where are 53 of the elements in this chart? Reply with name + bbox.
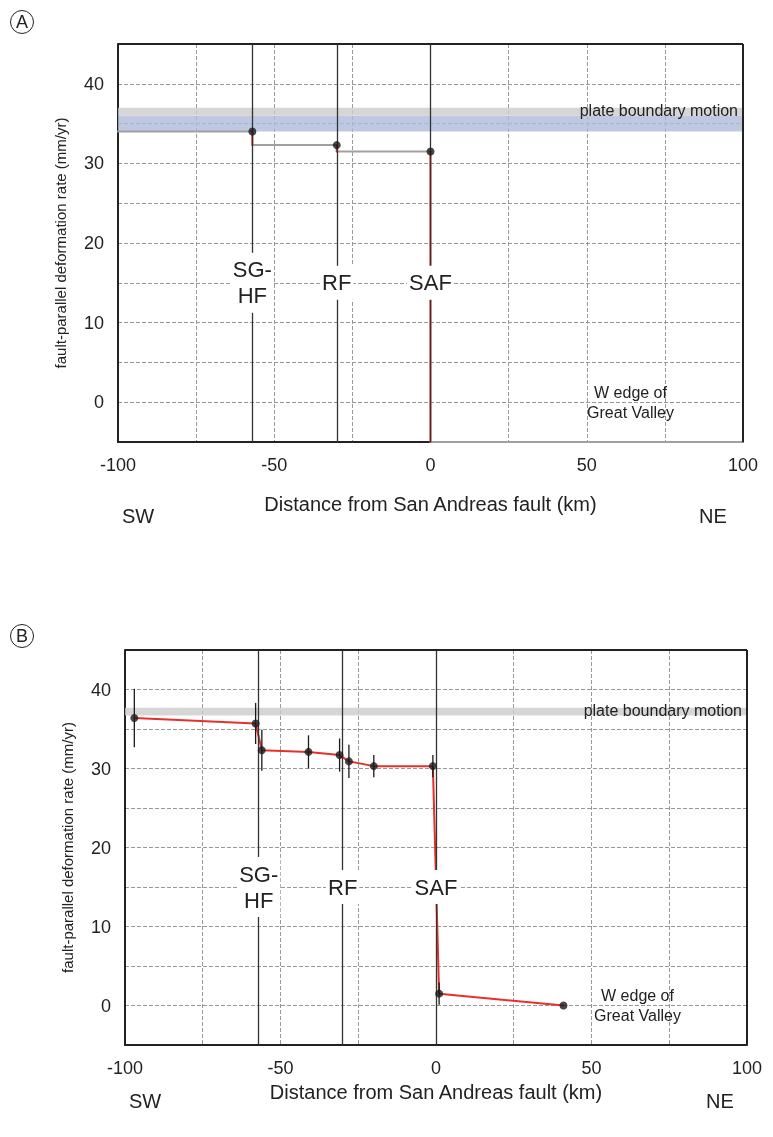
ref-line-label: SG- HF	[232, 257, 272, 309]
text: NE	[699, 505, 727, 527]
y-tick-label: 30	[90, 758, 111, 779]
point	[559, 1001, 568, 1010]
x-tick-label: -50	[261, 455, 288, 475]
ref-line-label: SAF	[414, 874, 458, 900]
x-axis-title: Distance from San Andreas fault (km)	[269, 1080, 603, 1103]
point	[332, 141, 341, 150]
text: SW	[128, 1090, 162, 1112]
x-tick-label: -50	[267, 1058, 294, 1078]
y-tick-label: 40	[83, 73, 104, 94]
point	[257, 746, 266, 755]
point	[435, 989, 444, 998]
chart-title: B	[16, 626, 29, 646]
y-axis-title: fault-parallel deformation rate (mm/yr)	[52, 117, 69, 369]
y-tick-label: 20	[83, 233, 104, 253]
ref-line-label: RF	[322, 270, 352, 296]
y-tick-label: 40	[90, 679, 111, 700]
x-tick-label: 50	[576, 455, 597, 475]
point	[344, 757, 353, 766]
point	[428, 762, 437, 771]
point	[248, 127, 257, 136]
point	[304, 747, 313, 756]
point	[369, 762, 378, 771]
ref-line-label: SAF	[409, 270, 452, 296]
point	[251, 719, 260, 728]
x-tick-label: 100	[731, 1058, 763, 1078]
x-tick-label: 50	[581, 1058, 602, 1078]
x-tick-label: 100	[727, 455, 759, 475]
text: SW	[121, 505, 155, 527]
band-label: plate boundary motion	[583, 702, 742, 720]
annotation: W edge of Great Valley	[594, 986, 681, 1024]
y-axis-title: fault-parallel deformation rate (mm/yr)	[59, 722, 76, 973]
y-tick-label: 0	[93, 392, 104, 413]
x-tick-label: -100	[106, 1058, 144, 1078]
chart-title: A	[16, 12, 29, 32]
annotation: W edge of Great Valley	[587, 383, 674, 421]
x-tick-label: -100	[99, 455, 137, 475]
x-tick-label: 0	[425, 455, 436, 475]
y-tick-label: 0	[100, 995, 111, 1016]
point	[335, 751, 344, 760]
y-tick-label: 10	[83, 312, 104, 333]
x-axis-title: Distance from San Andreas fault (km)	[264, 493, 597, 515]
y-tick-label: 20	[90, 837, 111, 858]
y-tick-label: 10	[90, 916, 111, 937]
band-label: plate boundary motion	[579, 102, 738, 120]
text: NE	[706, 1090, 734, 1112]
y-tick-label: 30	[83, 153, 104, 174]
point	[130, 713, 139, 722]
x-tick-label: 0	[430, 1058, 441, 1078]
point	[426, 147, 435, 156]
ref-line-label: RF	[328, 874, 358, 900]
ref-line-label: SG- HF	[239, 861, 279, 913]
